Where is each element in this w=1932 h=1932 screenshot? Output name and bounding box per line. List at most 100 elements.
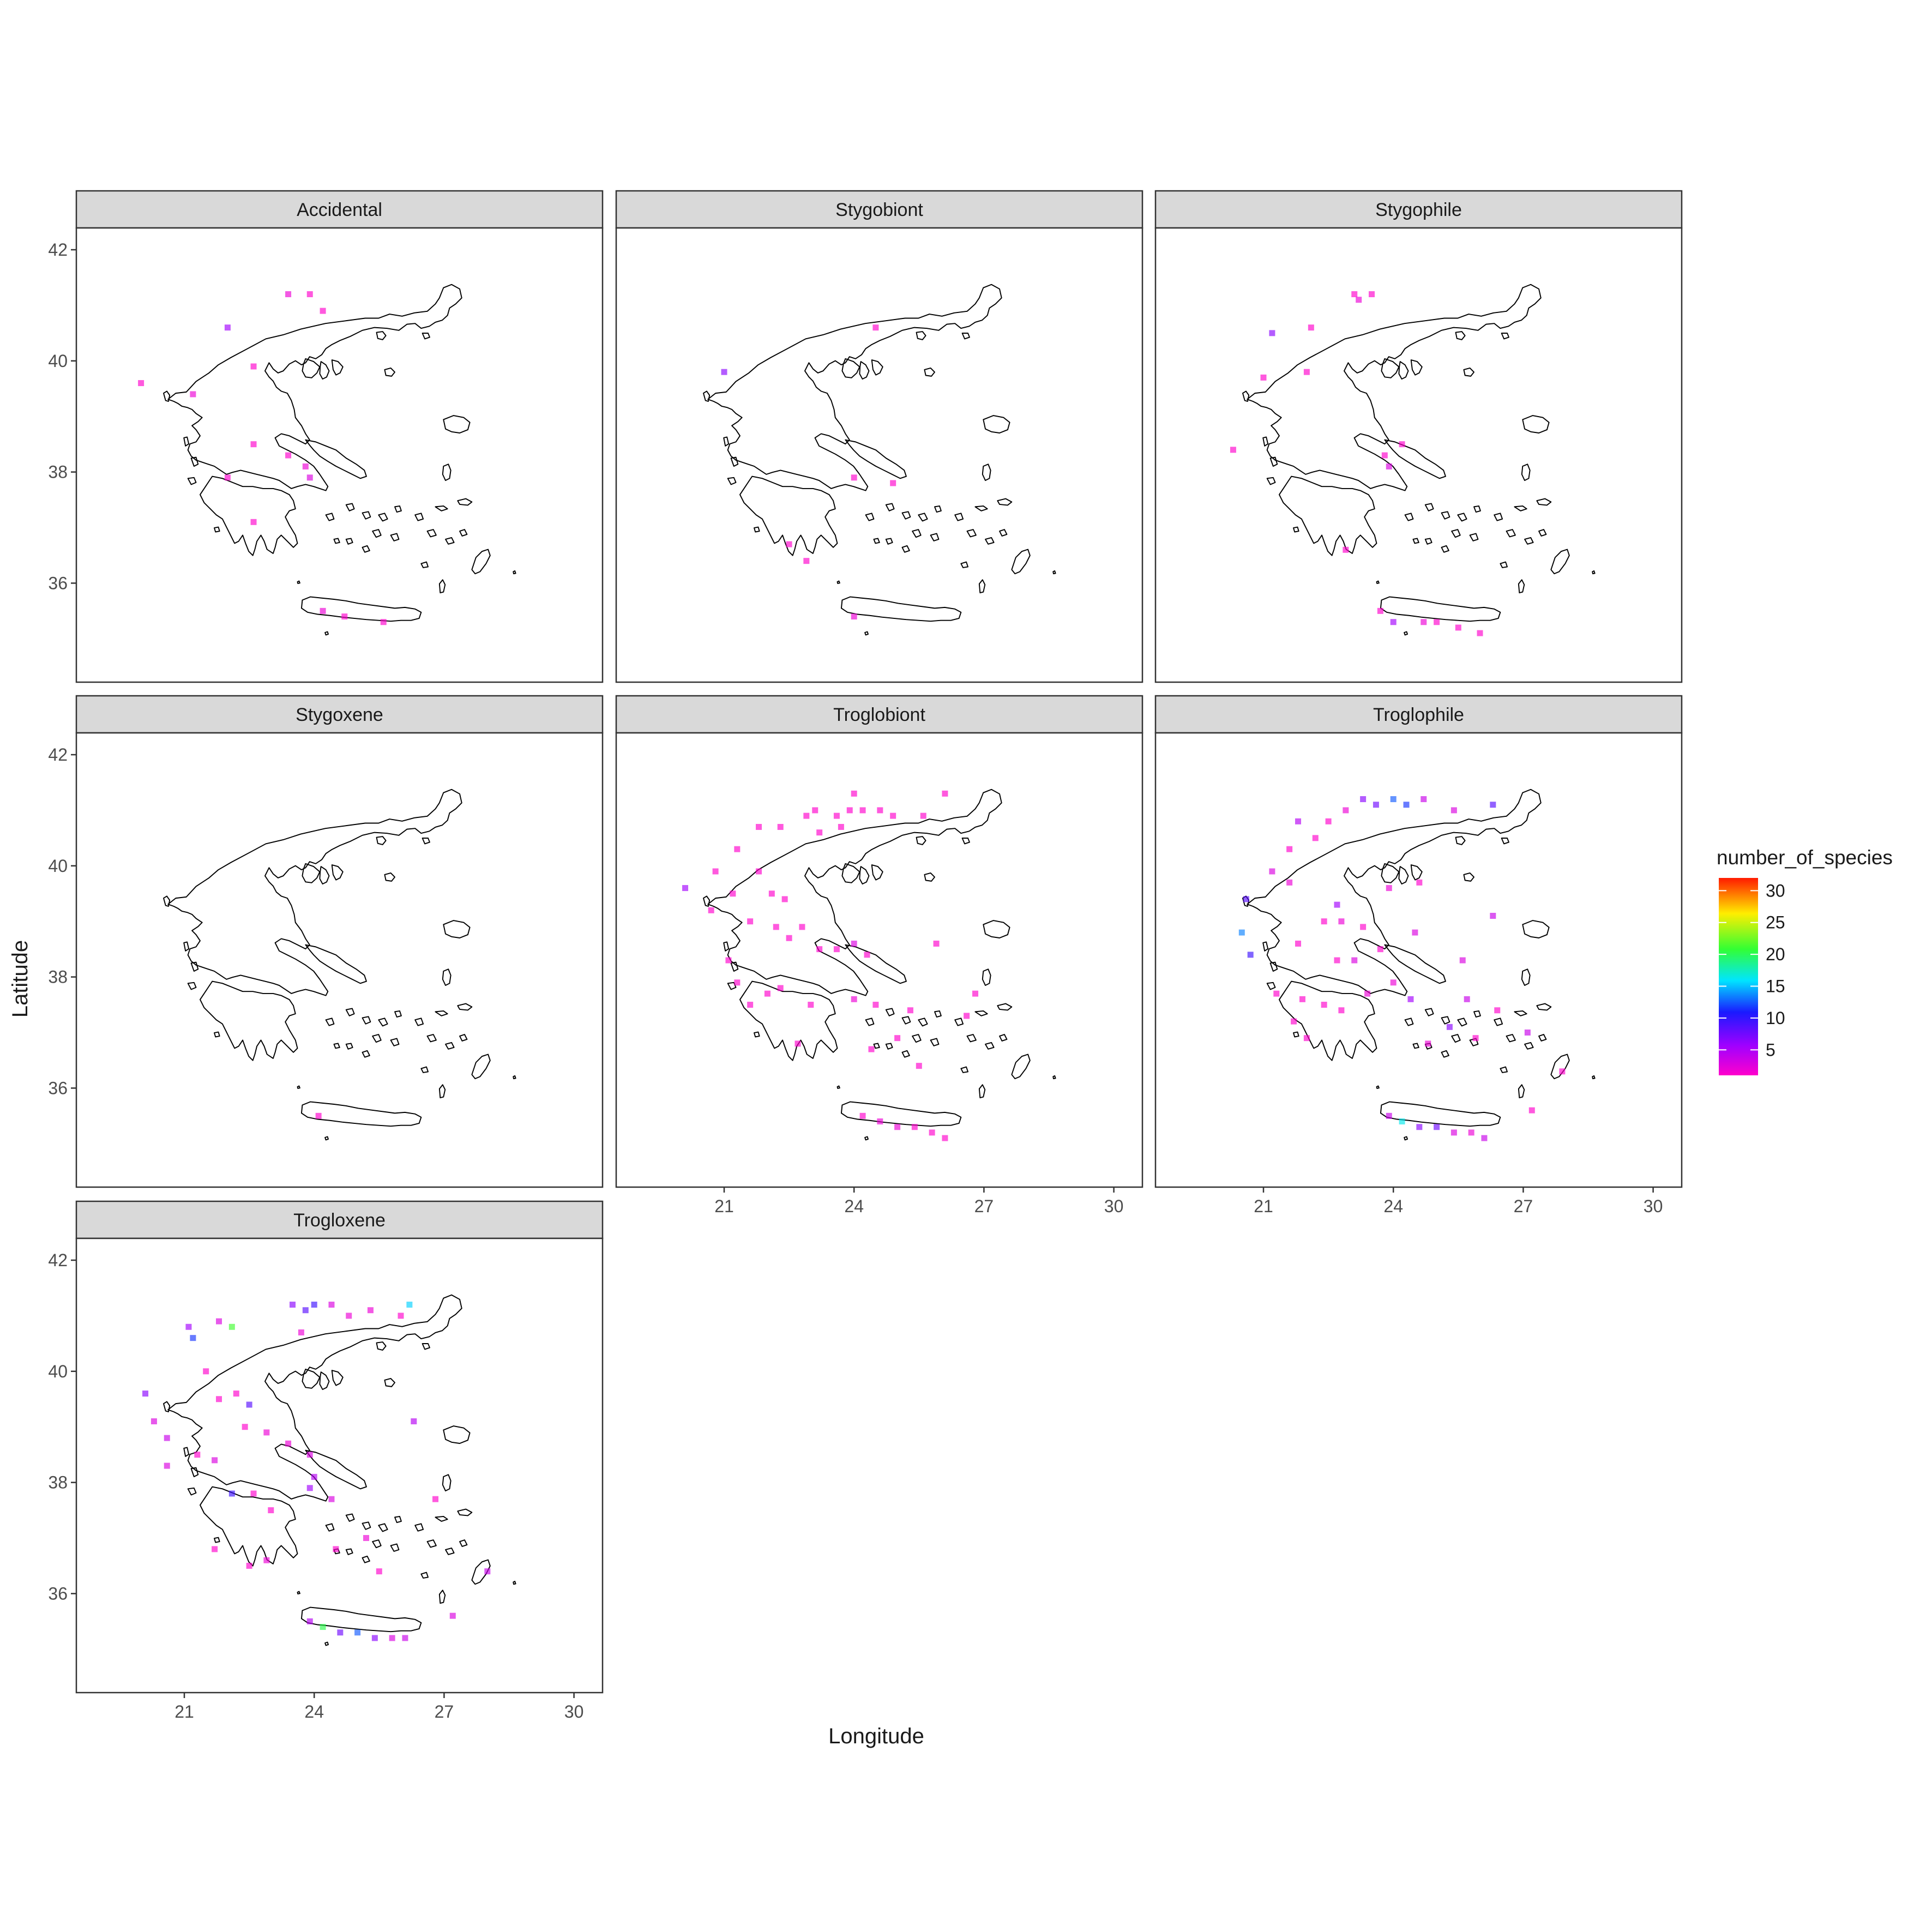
species-cell [799, 924, 805, 930]
species-cell [164, 1462, 170, 1469]
species-cell [851, 613, 857, 620]
species-cell [1260, 374, 1267, 381]
species-cell [212, 1457, 218, 1464]
species-cell [911, 1124, 918, 1130]
species-cell [877, 1118, 883, 1125]
species-cell [1303, 369, 1310, 375]
species-cell [859, 1112, 866, 1119]
y-tick-label: 36 [48, 1584, 68, 1603]
species-cell [1351, 291, 1358, 298]
species-cell [1559, 1068, 1566, 1075]
species-cell [851, 790, 857, 797]
panel-accidental: Accidental [75, 190, 604, 683]
species-cell [1273, 990, 1280, 997]
legend-title: number_of_species [1717, 846, 1893, 869]
plot-area-troglophile [1154, 732, 1683, 1188]
species-cell [320, 607, 326, 614]
species-cell [851, 474, 857, 481]
species-cell [803, 812, 810, 819]
species-cell [250, 363, 257, 370]
species-cell [1291, 1018, 1297, 1025]
y-tick-label: 38 [48, 462, 68, 482]
plot-area-stygobiont [615, 227, 1143, 683]
species-cell [907, 1007, 913, 1014]
strip-label-stygophile: Stygophile [1375, 200, 1462, 220]
species-cell [432, 1496, 439, 1502]
species-cell [1295, 818, 1302, 824]
species-cell [1295, 940, 1302, 947]
x-tick-label: 24 [304, 1702, 324, 1722]
x-tick-label: 27 [974, 1196, 994, 1216]
species-cell [1377, 607, 1383, 614]
y-tick-label: 42 [48, 745, 68, 765]
species-cell [263, 1429, 270, 1436]
plot-area-stygoxene [75, 732, 604, 1188]
y-tick-label: 40 [48, 1362, 68, 1381]
species-cell [250, 441, 257, 448]
species-cell [216, 1396, 222, 1403]
species-cell [1477, 630, 1483, 636]
species-cell [1312, 835, 1319, 841]
species-cell [1481, 1135, 1488, 1141]
species-cell [1459, 957, 1466, 964]
species-cell [328, 1496, 335, 1502]
species-cell [306, 1452, 313, 1458]
species-cell [1356, 297, 1362, 303]
species-cell [190, 1335, 196, 1341]
legend-ticks: 5 10 15 20 25 30 [1719, 881, 1785, 1060]
species-cell [1286, 879, 1293, 886]
species-cell [1434, 619, 1440, 625]
species-cell [203, 1368, 209, 1375]
species-cell [380, 619, 387, 625]
species-cell [1386, 885, 1392, 892]
species-cell [1321, 918, 1327, 925]
species-cell [1455, 624, 1461, 631]
species-cell [1494, 1007, 1501, 1014]
species-cell [833, 812, 840, 819]
plot-area-accidental [75, 227, 604, 683]
species-cell [868, 1046, 875, 1052]
species-cell [406, 1302, 413, 1308]
x-tick-label: 21 [174, 1702, 194, 1722]
species-cell [1334, 957, 1340, 964]
species-cell [285, 1440, 292, 1447]
species-cell [1321, 1002, 1327, 1008]
species-cell [306, 1485, 313, 1491]
strip-stygoxene [75, 695, 604, 734]
y-tick-label: 40 [48, 351, 68, 371]
species-cell [302, 463, 309, 470]
plot-area-trogloxene [75, 1237, 604, 1694]
species-cell [890, 812, 896, 819]
species-cell [138, 380, 145, 387]
species-cell [1230, 447, 1236, 453]
species-cell [1369, 291, 1375, 298]
species-cell [311, 1473, 317, 1480]
x-tick-label: 27 [435, 1702, 454, 1722]
species-cell [1399, 441, 1405, 448]
species-cell [298, 1329, 304, 1335]
species-cell [1286, 846, 1293, 852]
species-cell [228, 1323, 235, 1330]
cells-troglophile [1238, 796, 1566, 1141]
panel-troglophile: Troglophile [1154, 695, 1683, 1188]
y-axis-title: Latitude [8, 940, 32, 1018]
y-tick-label: 42 [48, 1250, 68, 1270]
species-cell [1343, 546, 1349, 553]
species-cell [786, 541, 792, 547]
species-cell [894, 1124, 901, 1130]
x-tick-label: 21 [714, 1196, 734, 1216]
species-cell [1377, 946, 1383, 953]
species-cell [816, 946, 823, 953]
species-cell [890, 480, 896, 486]
panel-stygobiont: Stygobiont [615, 190, 1143, 683]
species-cell [708, 907, 714, 913]
legend-tick-label: 20 [1766, 944, 1785, 964]
species-cell [1303, 1035, 1310, 1042]
y-tick-label: 36 [48, 573, 68, 593]
species-cell [190, 391, 196, 398]
species-cell [916, 1063, 922, 1069]
species-cell [781, 896, 788, 902]
species-cell [1325, 818, 1332, 824]
species-cell [764, 990, 771, 997]
